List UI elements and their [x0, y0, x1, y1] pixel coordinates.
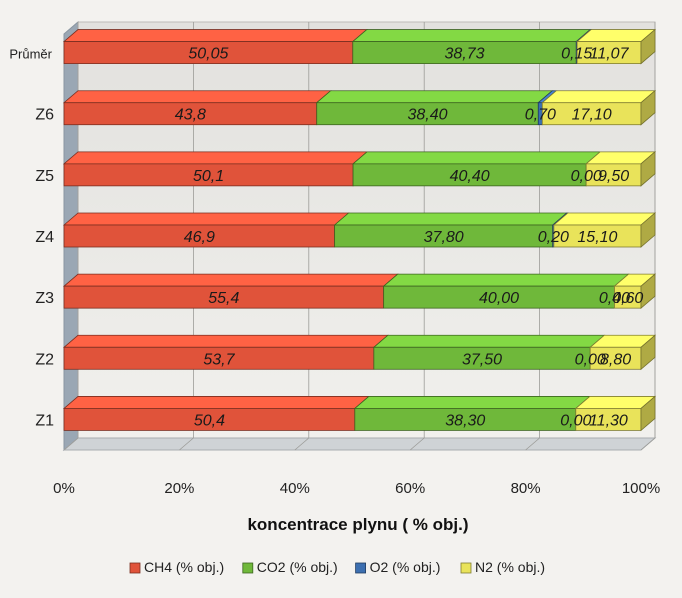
data-label: 40,00 [479, 290, 519, 307]
legend-swatch [129, 562, 141, 574]
legend-swatch [242, 562, 254, 574]
y-tick-label: Z1 [35, 412, 54, 429]
data-label: 43,8 [175, 107, 206, 124]
floor [62, 437, 657, 451]
data-label: 55,4 [208, 290, 239, 307]
x-axis-title: koncentrace plynu ( % obj.) [247, 515, 468, 534]
data-label: 9,50 [598, 168, 629, 185]
x-tick-label: 100% [622, 480, 660, 497]
bar-segment-top [315, 90, 554, 104]
bar-segment-top [333, 212, 568, 226]
bar-segment-top [351, 29, 592, 42]
data-label: 0,00 [560, 412, 591, 429]
data-label: 11,07 [590, 46, 630, 63]
x-tick-label: 80% [511, 480, 541, 497]
data-label: 37,50 [462, 351, 502, 368]
data-label: 0,70 [525, 107, 556, 124]
legend-swatch [355, 562, 367, 574]
x-tick-label: 0% [53, 480, 75, 497]
legend-label: CH4 (% obj.) [144, 559, 224, 575]
bar-segment-top [541, 90, 657, 104]
bar-end-face [640, 212, 656, 248]
legend-swatch [460, 562, 472, 574]
legend-label: N2 (% obj.) [475, 559, 545, 575]
x-tick-label: 20% [164, 480, 194, 497]
bar-end-face [640, 273, 656, 310]
bar-segment-top [353, 396, 591, 409]
gridline-floor [179, 437, 194, 451]
legend-label: O2 (% obj.) [370, 559, 441, 575]
bar-segment-top [62, 29, 368, 42]
data-label: 53,7 [203, 351, 235, 368]
bar-segment-top [62, 334, 389, 348]
bar-segment-top [382, 273, 630, 287]
data-label: 11,30 [589, 412, 628, 429]
data-label: 4,60 [612, 290, 643, 307]
y-tick-label: Z5 [35, 168, 54, 185]
bar-end-face [640, 150, 656, 187]
data-label: 0,00 [575, 351, 606, 368]
data-label: 8,80 [600, 351, 631, 368]
bar-segment-top [62, 396, 370, 409]
gridline-floor [409, 437, 425, 451]
data-label: 46,9 [184, 229, 215, 246]
gridline-floor [640, 437, 656, 451]
bar-end-face [640, 334, 656, 371]
data-label: 0,20 [538, 229, 569, 246]
y-tick-label: Z6 [35, 107, 54, 124]
bar-segment-top [372, 334, 606, 348]
data-label: 38,30 [445, 412, 485, 429]
data-label: 0,15 [561, 46, 592, 63]
x-tick-label: 40% [280, 480, 310, 497]
y-tick-label: Z4 [35, 229, 54, 246]
bar-segment-top [351, 151, 602, 165]
data-label: 40,40 [450, 168, 490, 185]
data-label: 50,1 [193, 168, 224, 185]
y-tick-label: Průměr [9, 47, 52, 62]
bar-segment-top [62, 273, 399, 287]
y-tick-label: Z2 [35, 351, 54, 368]
data-label: 38,73 [445, 46, 485, 63]
bar-segment-top [62, 90, 332, 104]
bar-end-face [640, 28, 656, 65]
data-label: 0,00 [571, 168, 602, 185]
data-label: 15,10 [577, 229, 617, 246]
gridline-floor [525, 437, 540, 451]
bar-segment-top [62, 151, 369, 165]
data-label: 17,10 [572, 107, 612, 124]
bar-end-face [640, 395, 656, 432]
y-tick-label: Z3 [35, 290, 54, 307]
x-tick-label: 60% [395, 480, 425, 497]
data-label: 37,80 [424, 229, 464, 246]
gridline-floor [294, 437, 310, 451]
data-label: 50,05 [188, 46, 228, 63]
bar-segment-top [552, 212, 657, 226]
gridline-floor [63, 437, 79, 451]
bar-end-face [640, 89, 656, 126]
data-label: 0,00 [599, 290, 630, 307]
data-label: 38,40 [407, 107, 447, 124]
bar-segment-top [62, 212, 350, 226]
data-label: 50,4 [194, 412, 225, 429]
legend-label: CO2 (% obj.) [257, 559, 338, 575]
